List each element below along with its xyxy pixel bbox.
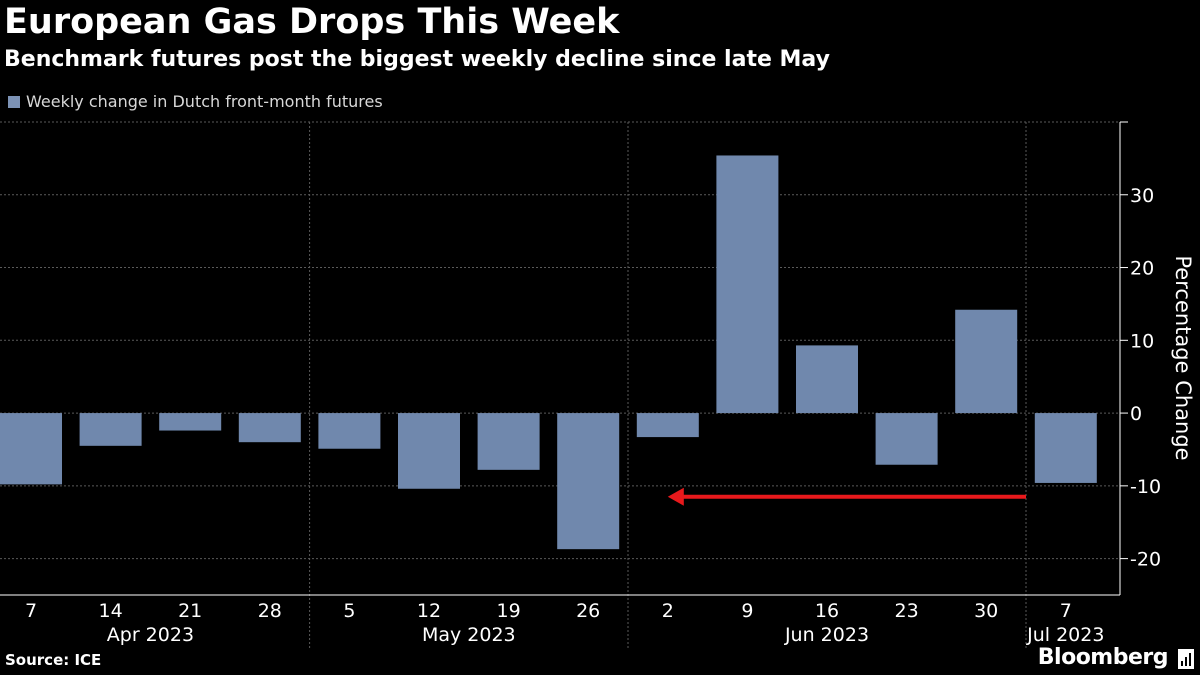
month-label: May 2023 bbox=[422, 624, 516, 646]
x-tick-label: 7 bbox=[1060, 600, 1072, 622]
x-tick-label: 2 bbox=[662, 600, 674, 622]
x-tick-label: 21 bbox=[178, 600, 202, 622]
y-axis-label: Percentage Change bbox=[1171, 255, 1195, 460]
bar bbox=[477, 413, 540, 470]
x-tick-label: 26 bbox=[576, 600, 600, 622]
x-tick-label: 28 bbox=[258, 600, 282, 622]
legend: Weekly change in Dutch front-month futur… bbox=[8, 92, 383, 111]
chart-title: European Gas Drops This Week bbox=[4, 2, 620, 42]
y-tick-label: 10 bbox=[1130, 330, 1154, 352]
x-tick-label: 19 bbox=[497, 600, 521, 622]
x-tick-label: 12 bbox=[417, 600, 441, 622]
bar bbox=[557, 413, 620, 550]
source-note: Source: ICE bbox=[5, 651, 102, 669]
bar bbox=[716, 155, 779, 414]
month-label: Jun 2023 bbox=[784, 624, 869, 646]
bar bbox=[318, 413, 381, 449]
bar bbox=[875, 413, 938, 465]
bar bbox=[1034, 413, 1097, 483]
bar bbox=[238, 413, 301, 443]
month-label: Jul 2023 bbox=[1026, 624, 1104, 646]
bar bbox=[0, 413, 62, 485]
x-tick-label: 9 bbox=[741, 600, 753, 622]
y-tick-label: 30 bbox=[1130, 185, 1154, 207]
x-tick-label: 5 bbox=[343, 600, 355, 622]
annotation-arrow-head bbox=[667, 487, 684, 506]
legend-swatch bbox=[8, 95, 20, 108]
bar bbox=[79, 413, 142, 446]
x-tick-label: 7 bbox=[25, 600, 37, 622]
bar bbox=[796, 345, 858, 414]
y-tick-label: -20 bbox=[1130, 549, 1161, 571]
bar bbox=[159, 413, 222, 431]
chart-subtitle: Benchmark futures post the biggest weekl… bbox=[4, 47, 830, 72]
y-tick-label: 20 bbox=[1130, 258, 1154, 280]
x-tick-label: 14 bbox=[99, 600, 123, 622]
bloomberg-logo: Bloomberg bbox=[1037, 645, 1169, 670]
x-tick-label: 30 bbox=[974, 600, 998, 622]
legend-label: Weekly change in Dutch front-month futur… bbox=[26, 92, 383, 111]
bar bbox=[636, 413, 699, 438]
bloomberg-terminal-icon bbox=[1178, 649, 1194, 669]
month-label: Apr 2023 bbox=[107, 624, 194, 646]
y-tick-label: -10 bbox=[1130, 476, 1161, 498]
y-tick-label: 0 bbox=[1130, 403, 1142, 425]
x-tick-label: 16 bbox=[815, 600, 839, 622]
x-tick-label: 23 bbox=[895, 600, 919, 622]
bar bbox=[955, 309, 1018, 414]
bar bbox=[398, 413, 460, 489]
